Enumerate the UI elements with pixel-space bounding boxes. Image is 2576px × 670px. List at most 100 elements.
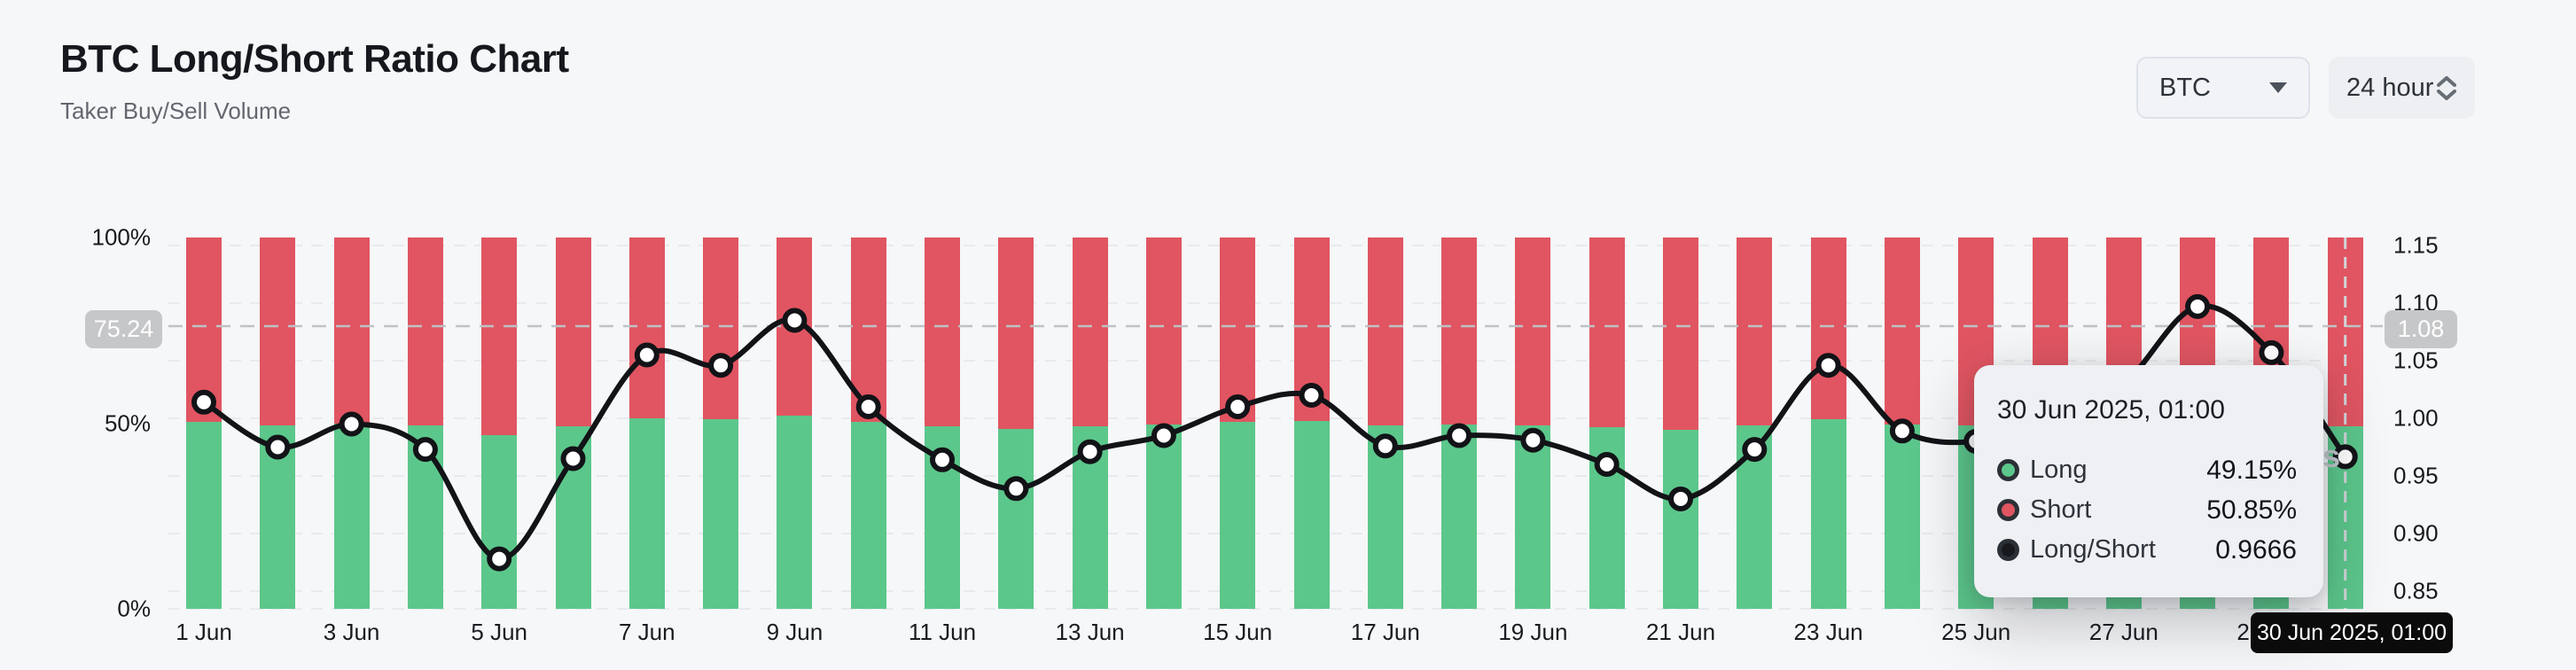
short-segment: [1220, 238, 1256, 423]
short-segment: [1737, 238, 1773, 426]
long-segment: [777, 415, 813, 609]
x-axis-tick: 17 Jun: [1350, 619, 1420, 645]
tooltip-row-long: Long 49.15%: [1997, 450, 2297, 490]
bar-14-jun[interactable]: [1145, 238, 1182, 609]
tooltip-short-label: Short: [2030, 495, 2092, 524]
left-axis-tick: 0%: [117, 595, 151, 622]
left-axis-tick: 50%: [104, 409, 151, 436]
bar-10-jun[interactable]: [850, 238, 886, 609]
interval-select[interactable]: 24 hour: [2329, 57, 2475, 119]
long-segment: [1145, 425, 1182, 609]
long-segment: [1293, 421, 1330, 609]
short-segment: [1367, 238, 1403, 426]
bar-5-jun[interactable]: [481, 238, 518, 609]
long-segment: [1589, 426, 1625, 609]
short-segment: [777, 238, 813, 416]
short-segment: [925, 238, 960, 427]
x-axis-tick: 27 Jun: [2088, 619, 2158, 645]
crosshair-date-badge: 30 Jun 2025, 01:00: [2251, 612, 2453, 653]
short-segment: [1663, 238, 1698, 431]
bar-15-jun[interactable]: [1220, 238, 1256, 609]
bar-23-jun[interactable]: [1810, 238, 1846, 609]
right-axis-tick: 0.90: [2393, 519, 2439, 547]
long-dot-icon: [1997, 459, 2019, 481]
bar-11-jun[interactable]: [925, 238, 960, 609]
bar-9-jun[interactable]: [777, 238, 813, 609]
x-axis-tick: 23 Jun: [1793, 619, 1863, 645]
ratio-dot-icon: [1997, 539, 2019, 561]
short-segment: [1810, 238, 1846, 419]
crosshair-right-value-badge: 1.08: [2385, 310, 2457, 348]
bar-4-jun[interactable]: [407, 238, 443, 609]
bar-30-jun[interactable]: [2327, 238, 2363, 609]
short-segment: [1145, 238, 1182, 425]
long-segment: [260, 425, 296, 609]
bar-1-jun[interactable]: [186, 238, 222, 609]
tooltip-ratio-label: Long/Short: [2030, 535, 2156, 564]
bar-7-jun[interactable]: [628, 238, 665, 609]
short-segment: [260, 238, 296, 426]
long-segment: [1884, 424, 1920, 609]
short-segment: [2327, 238, 2363, 427]
bar-21-jun[interactable]: [1663, 238, 1698, 609]
bar-8-jun[interactable]: [703, 238, 739, 609]
tooltip-long-value: 49.15%: [2206, 455, 2297, 485]
right-axis-tick: 1.00: [2393, 404, 2439, 432]
bar-24-jun[interactable]: [1884, 238, 1920, 609]
x-axis-tick: 3 Jun: [323, 619, 380, 645]
short-segment: [703, 238, 739, 419]
x-axis-tick: 13 Jun: [1055, 619, 1125, 645]
short-segment: [998, 238, 1034, 430]
crosshair-left-value-badge: 75.24: [85, 310, 162, 348]
bar-3-jun[interactable]: [333, 238, 370, 609]
bar-6-jun[interactable]: [555, 238, 591, 609]
short-segment: [407, 238, 443, 426]
tooltip-title: 30 Jun 2025, 01:00: [1997, 395, 2225, 425]
short-segment: [1441, 238, 1478, 425]
right-axis-tick: 1.15: [2393, 231, 2439, 259]
bar-12-jun[interactable]: [998, 238, 1034, 609]
x-axis-tick: 5 Jun: [471, 619, 527, 645]
bar-18-jun[interactable]: [1441, 238, 1478, 609]
bar-16-jun[interactable]: [1293, 238, 1330, 609]
bar-13-jun[interactable]: [1072, 238, 1108, 609]
bar-2-jun[interactable]: [260, 238, 296, 609]
right-axis-tick: 0.95: [2393, 462, 2439, 489]
short-dot-icon: [1997, 499, 2019, 521]
tooltip-row-short: Short 50.85%: [1997, 490, 2297, 530]
bar-17-jun[interactable]: [1367, 238, 1403, 609]
long-segment: [481, 434, 518, 609]
short-segment: [186, 238, 222, 423]
short-segment: [628, 238, 665, 418]
long-segment: [1663, 430, 1698, 609]
bar-20-jun[interactable]: [1589, 238, 1625, 609]
short-segment: [1293, 238, 1330, 422]
short-segment: [481, 238, 518, 435]
chevron-down-icon: [2269, 82, 2287, 93]
tooltip-short-value: 50.85%: [2206, 495, 2297, 525]
watermark-fragment: s: [2322, 438, 2341, 474]
short-segment: [1072, 238, 1108, 426]
x-axis-tick: 25 Jun: [1941, 619, 2011, 645]
long-segment: [555, 426, 591, 609]
bar-19-jun[interactable]: [1515, 238, 1551, 609]
long-segment: [186, 422, 222, 609]
chart-tooltip: 30 Jun 2025, 01:00 Long 49.15% Short 50.…: [1974, 365, 2323, 597]
bar-22-jun[interactable]: [1737, 238, 1773, 609]
tooltip-long-label: Long: [2030, 456, 2088, 484]
long-segment: [628, 417, 665, 609]
long-segment: [407, 425, 443, 609]
x-axis-tick: 15 Jun: [1203, 619, 1273, 645]
short-segment: [333, 238, 370, 424]
x-axis-tick: 7 Jun: [618, 619, 675, 645]
x-axis-tick: 9 Jun: [766, 619, 824, 645]
short-segment: [1515, 238, 1551, 425]
short-segment: [850, 238, 886, 423]
right-axis-tick: 0.85: [2393, 577, 2439, 604]
symbol-select[interactable]: BTC: [2136, 57, 2310, 119]
long-segment: [1367, 425, 1403, 609]
long-segment: [703, 418, 739, 609]
long-segment: [333, 424, 370, 609]
page-title: BTC Long/Short Ratio Chart: [60, 37, 569, 81]
